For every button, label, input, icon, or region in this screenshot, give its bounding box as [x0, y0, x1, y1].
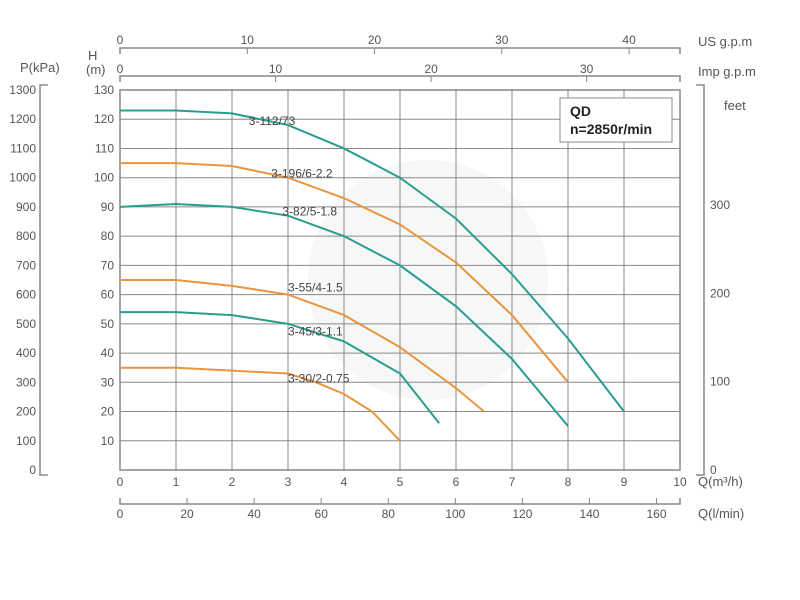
pump-performance-chart: { "type":"line", "plot":{"x":120,"y":90,… — [0, 0, 800, 600]
tick: 100 — [94, 171, 114, 185]
tick: 80 — [382, 507, 396, 521]
tick: 50 — [101, 317, 115, 331]
tick: 70 — [101, 258, 115, 272]
tick: 140 — [579, 507, 599, 521]
axis-label-qlmin: Q(l/min) — [698, 506, 744, 521]
tick: 0 — [117, 507, 124, 521]
axis-label-h-unit: (m) — [86, 62, 106, 77]
tick: 40 — [622, 33, 636, 47]
tick: 1100 — [10, 141, 36, 155]
info-line1: QD — [570, 103, 591, 119]
curve-label: 3-196/6-2.2 — [271, 167, 333, 181]
tick: 0 — [117, 33, 124, 47]
tick: 0 — [117, 62, 124, 76]
tick: 20 — [101, 405, 115, 419]
axis-label-h: H — [88, 48, 97, 63]
tick: 500 — [16, 317, 36, 331]
info-line2: n=2850r/min — [570, 121, 652, 137]
tick: 700 — [16, 258, 36, 272]
tick: 20 — [180, 507, 194, 521]
tick: 4 — [341, 475, 348, 489]
tick: 20 — [424, 62, 438, 76]
tick: 10 — [673, 475, 687, 489]
bracket-top1 — [120, 48, 680, 54]
tick: 130 — [94, 83, 114, 97]
tick: 30 — [495, 33, 509, 47]
tick: 1300 — [9, 83, 36, 97]
tick: 20 — [368, 33, 382, 47]
tick: 40 — [247, 507, 261, 521]
tick: 300 — [16, 375, 36, 389]
curve-label: 3-112/73 — [249, 114, 296, 128]
tick: 0 — [117, 475, 124, 489]
tick: 60 — [101, 288, 115, 302]
curve-label: 3-45/3-1.1 — [288, 325, 343, 339]
axis-label-impgpm: Imp g.p.m — [698, 64, 756, 79]
tick: 2 — [229, 475, 236, 489]
tick: 800 — [16, 229, 36, 243]
tick: 600 — [16, 288, 36, 302]
tick: 200 — [16, 405, 36, 419]
tick: 110 — [95, 141, 114, 155]
curve — [120, 368, 400, 441]
tick: 10 — [241, 33, 255, 47]
tick: 60 — [315, 507, 329, 521]
tick: 5 — [397, 475, 404, 489]
tick: 7 — [509, 475, 516, 489]
tick: 900 — [16, 200, 36, 214]
tick: 8 — [565, 475, 572, 489]
bracket-right — [696, 85, 704, 475]
tick: 10 — [101, 434, 115, 448]
tick: 3 — [285, 475, 292, 489]
tick: 120 — [512, 507, 532, 521]
tick: 100 — [710, 375, 730, 389]
bracket-left1 — [40, 85, 48, 475]
tick: 0 — [29, 463, 36, 477]
tick: 30 — [580, 62, 594, 76]
curve-label: 3-30/2-0.75 — [288, 371, 350, 385]
tick: 80 — [101, 229, 115, 243]
axis-label-pkpa: P(kPa) — [20, 60, 60, 75]
axis-label-usgpm: US g.p.m — [698, 34, 752, 49]
tick: 9 — [621, 475, 628, 489]
tick: 400 — [16, 346, 36, 360]
curve-label: 3-82/5-1.8 — [282, 205, 337, 219]
tick: 1 — [173, 475, 180, 489]
tick: 100 — [16, 434, 36, 448]
tick: 120 — [94, 112, 114, 126]
tick: 6 — [453, 475, 460, 489]
tick: 40 — [101, 346, 115, 360]
tick: 300 — [710, 198, 730, 212]
bracket-top2 — [120, 76, 680, 82]
curve-label: 3-55/4-1.5 — [288, 281, 343, 295]
tick: 100 — [445, 507, 465, 521]
tick: 90 — [101, 200, 115, 214]
tick: 1200 — [9, 112, 36, 126]
tick: 30 — [101, 375, 115, 389]
tick: 10 — [269, 62, 283, 76]
tick: 200 — [710, 286, 730, 300]
axis-label-feet: feet — [724, 98, 746, 113]
tick: 160 — [647, 507, 667, 521]
bracket-bottom2 — [120, 498, 680, 504]
chart-svg: 3-112/73 3-196/6-2.2 3-82/5-1.8 3-55/4-1.5 3… — [0, 0, 800, 600]
axis-label-qm3h: Q(m³/h) — [698, 474, 743, 489]
tick: 1000 — [9, 171, 36, 185]
